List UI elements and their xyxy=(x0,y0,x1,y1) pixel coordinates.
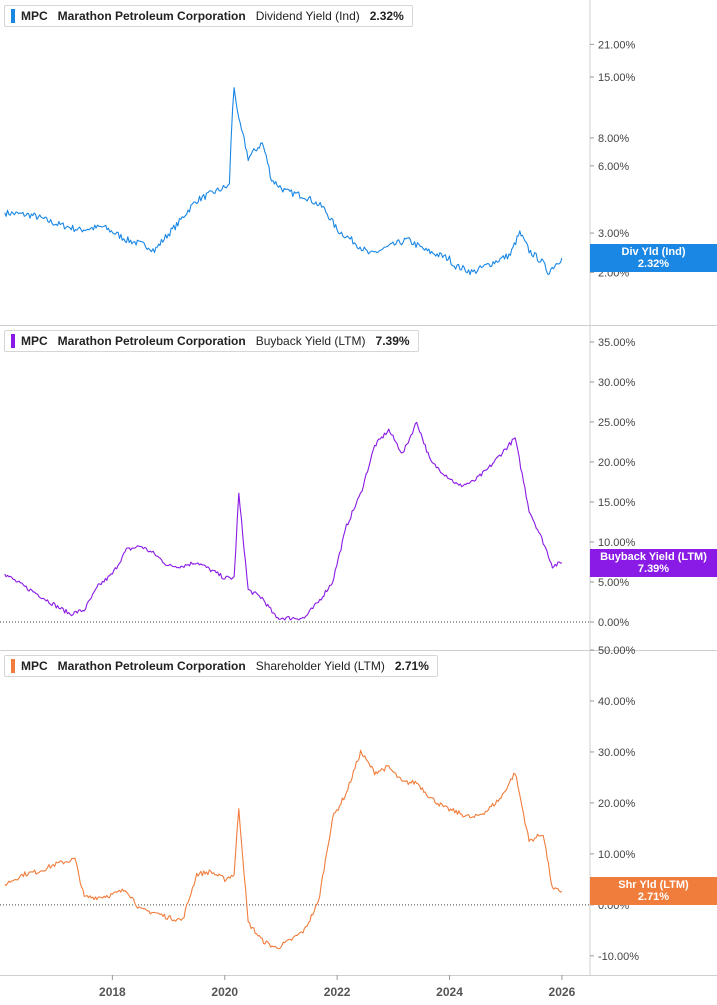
legend-box[interactable]: MPC Marathon Petroleum Corporation Dividen… xyxy=(4,5,413,27)
y-tick-label: 0.00% xyxy=(598,617,629,629)
y-tick-label: 30.00% xyxy=(598,377,636,389)
y-tick-label: 10.00% xyxy=(598,849,636,861)
legend-company: Marathon Petroleum Corporation xyxy=(57,334,246,348)
x-tick-label: 2026 xyxy=(549,985,576,999)
y-tick-label: 50.00% xyxy=(598,645,636,657)
tag-label: Div Yld (Ind) xyxy=(621,245,686,258)
legend-swatch xyxy=(11,659,15,673)
tag-label: Buyback Yield (LTM) xyxy=(600,550,707,563)
current-value-tag: Buyback Yield (LTM) 7.39% xyxy=(590,548,717,577)
y-tick-label: 15.00% xyxy=(598,72,636,84)
x-tick-label: 2018 xyxy=(99,985,126,999)
legend-metric: Dividend Yield (Ind) xyxy=(255,9,360,23)
y-tick-label: 5.00% xyxy=(598,577,629,589)
current-value-tag: Div Yld (Ind) 2.32% xyxy=(590,243,717,272)
tag-value: 2.71% xyxy=(637,891,670,904)
legend-ticker: MPC xyxy=(21,334,48,348)
y-tick-label: 30.00% xyxy=(598,747,636,759)
y-tick-label: 20.00% xyxy=(598,457,636,469)
legend-metric: Buyback Yield (LTM) xyxy=(255,334,366,348)
tag-label: Shr Yld (LTM) xyxy=(618,879,689,892)
legend-swatch xyxy=(11,9,15,23)
y-tick-label: 8.00% xyxy=(598,133,629,145)
legend-box[interactable]: MPC Marathon Petroleum Corporation Buyback… xyxy=(4,330,419,352)
y-tick-label: 21.00% xyxy=(598,39,636,51)
legend-box[interactable]: MPC Marathon Petroleum Corporation Shareho… xyxy=(4,655,438,677)
x-tick-label: 2022 xyxy=(324,985,351,999)
legend-metric: Shareholder Yield (LTM) xyxy=(255,659,385,673)
tag-value: 2.32% xyxy=(637,257,670,270)
legend-swatch xyxy=(11,334,15,348)
y-tick-label: 40.00% xyxy=(598,696,636,708)
y-tick-label: 10.00% xyxy=(598,537,636,549)
series-line-3 xyxy=(4,749,563,950)
y-tick-label: 6.00% xyxy=(598,161,629,173)
current-value-tag: Shr Yld (LTM) 2.71% xyxy=(590,877,717,906)
legend-value: 7.39% xyxy=(375,334,410,348)
series-line-1 xyxy=(4,87,563,276)
legend-company: Marathon Petroleum Corporation xyxy=(57,9,246,23)
x-tick-label: 2024 xyxy=(436,985,463,999)
legend-ticker: MPC xyxy=(21,659,48,673)
y-tick-label: -10.00% xyxy=(598,951,639,963)
y-tick-label: 15.00% xyxy=(598,497,636,509)
legend-value: 2.71% xyxy=(394,659,429,673)
tag-value: 7.39% xyxy=(637,562,670,575)
legend-ticker: MPC xyxy=(21,9,48,23)
y-tick-label: 35.00% xyxy=(598,337,636,349)
series-line-2 xyxy=(4,421,562,621)
y-tick-label: 3.00% xyxy=(598,228,629,240)
y-tick-label: 25.00% xyxy=(598,417,636,429)
legend-company: Marathon Petroleum Corporation xyxy=(57,659,246,673)
x-tick-label: 2020 xyxy=(211,985,238,999)
legend-value: 2.32% xyxy=(369,9,404,23)
y-tick-label: 20.00% xyxy=(598,798,636,810)
